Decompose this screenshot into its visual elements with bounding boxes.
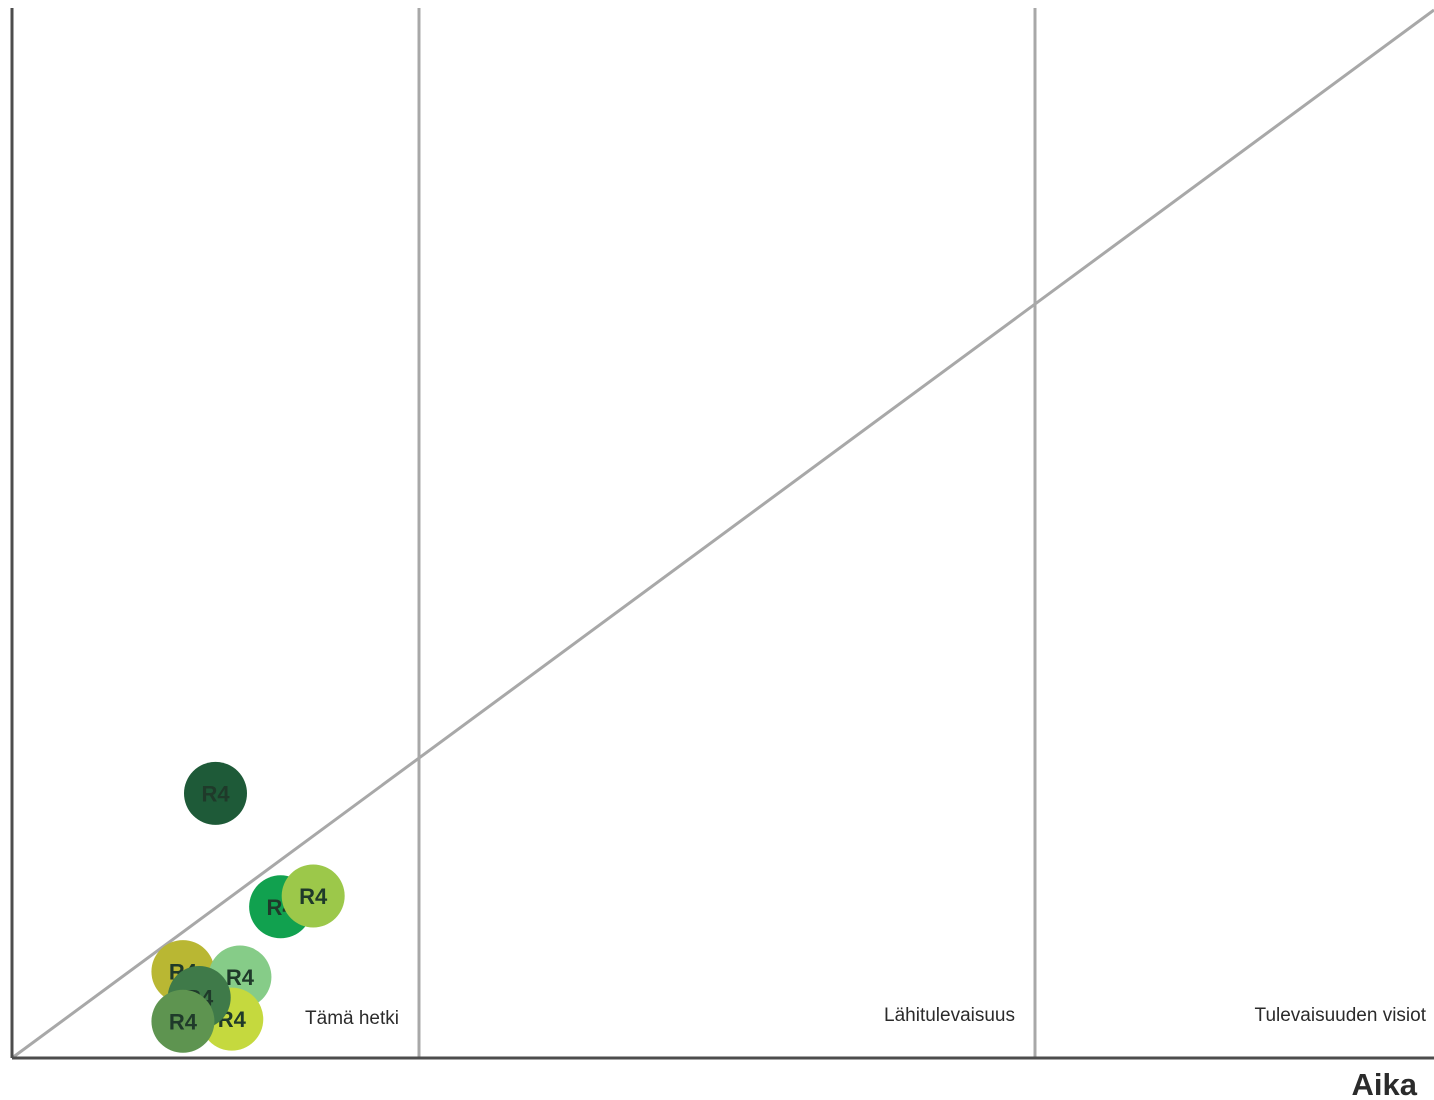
x-axis-title: Aika [1352,1067,1418,1100]
point-label: R4 [226,965,255,990]
bubble-layer: R4R4R4R4R4R4R4R4 [151,761,345,1053]
point-marker [281,864,345,928]
data-point: R4 [184,761,247,825]
point-label: R4 [299,884,328,909]
phase-label-now: Tämä hetki [305,1008,399,1029]
point-marker [184,761,247,825]
point-marker [151,989,215,1053]
phase-label-near-future: Lähitulevaisuus [884,1005,1015,1026]
data-point: R4 [151,989,215,1053]
phase-label-future-visions: Tulevaisuuden visiot [1255,1005,1427,1026]
point-label: R4 [169,1009,198,1034]
point-label: R4 [201,781,230,806]
data-point: R4 [281,864,345,928]
trend-line [11,8,1434,1060]
